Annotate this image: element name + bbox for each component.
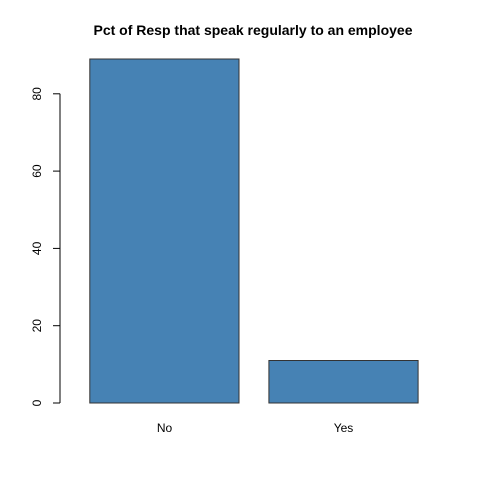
bars-group <box>89 58 419 404</box>
x-tick-label-yes: Yes <box>334 421 354 435</box>
y-tick-label: 40 <box>30 241 44 255</box>
y-axis: 0 20 40 60 80 <box>30 87 61 406</box>
x-axis-labels: No Yes <box>157 421 353 435</box>
x-tick-label-no: No <box>157 421 173 435</box>
y-tick-label: 20 <box>30 319 44 333</box>
y-tick-label: 80 <box>30 87 44 101</box>
y-tick-label: 0 <box>30 399 44 406</box>
bar-yes <box>268 360 419 404</box>
chart-title: Pct of Resp that speak regularly to an e… <box>94 22 413 38</box>
y-tick-label: 60 <box>30 164 44 178</box>
bar-no <box>89 58 240 404</box>
